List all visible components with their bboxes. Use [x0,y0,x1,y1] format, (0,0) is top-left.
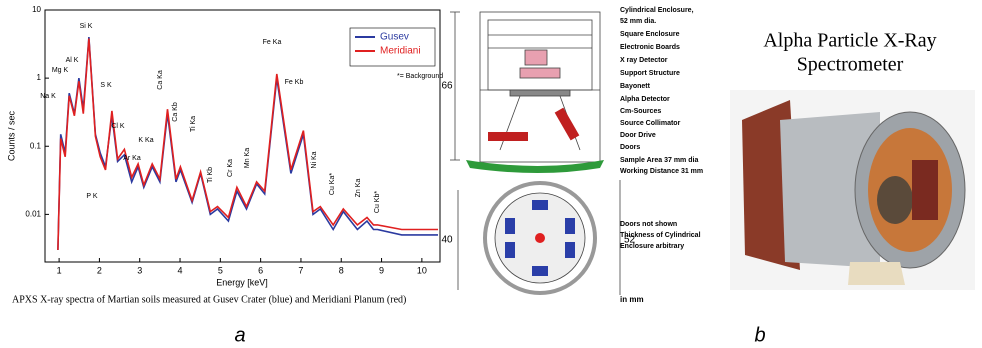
note: *= Background [397,73,443,80]
peak-label: Fe Kb [285,79,304,86]
diagram-label: Thickness of Cylindrical [620,232,701,239]
diagram-label: Support Structure [620,70,680,77]
peak-label: Cu Ka* [329,173,336,195]
diagram-label: Alpha Detector [620,96,670,103]
x-tick-label: 4 [178,265,183,275]
dimension-label: 40 [441,235,453,246]
diagram-label: Enclosure arbitrary [620,243,684,250]
diagram-label: Doors [620,144,640,151]
x-tick-label: 6 [258,265,263,275]
y-tick-label: 1 [37,73,42,82]
photo-title: Spectrometer [797,54,904,76]
diagram-label: Square Enclosure [620,31,680,38]
x-axis-label: Energy [keV] [216,277,268,287]
series-line [57,37,438,251]
x-tick-label: 10 [417,265,427,275]
diagram-label: Cm-Sources [620,108,661,115]
diagram-label: Source Collimator [620,120,681,127]
y-tick-label: 0.1 [30,141,42,150]
diagram-label: Doors not shown [620,221,677,228]
diagram-label: X ray Detector [620,57,668,64]
peak-label: Ti Ka [190,116,197,132]
y-axis-label: Counts / sec [6,110,16,161]
peak-label: S K [100,82,112,89]
diagram-label: Working Distance 31 mm [620,168,703,175]
caption: APXS X-ray spectra of Martian soils meas… [12,294,406,305]
peak-label: Cu Kb* [374,191,381,213]
instrument-diagram [450,11,621,295]
peak-label: K Ka [138,137,153,144]
dimension-label: 66 [441,81,453,92]
peak-label: Na K [40,93,56,100]
y-tick-label: 10 [32,5,41,14]
legend-box [349,27,436,67]
diagram-label: 52 mm dia. [620,18,656,25]
panel-label: a [234,324,245,346]
peak-label: Mg K [52,67,69,74]
peak-label: Ni Ka [311,151,318,168]
photo-title: Alpha Particle X-Ray [763,30,936,52]
peak-label: Ca Kb [172,102,179,122]
series-line [57,38,438,251]
diagram-label: Electronic Boards [620,44,680,51]
peak-label: Ti Kb [207,167,214,183]
diagram-label: Sample Area 37 mm dia [620,157,698,164]
panel-label: b [754,324,765,346]
diagram-label: Door Drive [620,132,656,139]
peak-label: Ca Ka [157,70,164,90]
x-tick-label: 7 [298,265,303,275]
dimension-label: 52 [624,235,636,246]
x-tick-label: 3 [137,265,142,275]
legend-label: Gusev [380,32,409,43]
diagram-label: Bayonett [620,83,651,90]
x-tick-label: 2 [97,265,102,275]
peak-label: Cl K [111,123,125,130]
peak-label: Mn Ka [244,148,251,168]
peak-label: Cr Ka [227,159,234,177]
unit-label: in mm [620,295,644,304]
peak-label: Al K [66,57,79,64]
legend-label: Meridiani [380,46,421,57]
x-tick-label: 5 [218,265,223,275]
y-tick-label: 0.01 [25,209,41,218]
instrument-photo [730,90,975,290]
peak-label: P K [86,193,97,200]
x-tick-label: 8 [339,265,344,275]
x-tick-label: 9 [379,265,384,275]
x-tick-label: 1 [57,265,62,275]
plot-frame [44,9,441,263]
peak-label: Ar Ka [123,155,141,162]
peak-label: Zn Ka [355,179,362,198]
peak-label: Si K [80,23,93,30]
diagram-label: Cylindrical Enclosure, [620,7,694,14]
peak-label: Fe Ka [263,39,282,46]
